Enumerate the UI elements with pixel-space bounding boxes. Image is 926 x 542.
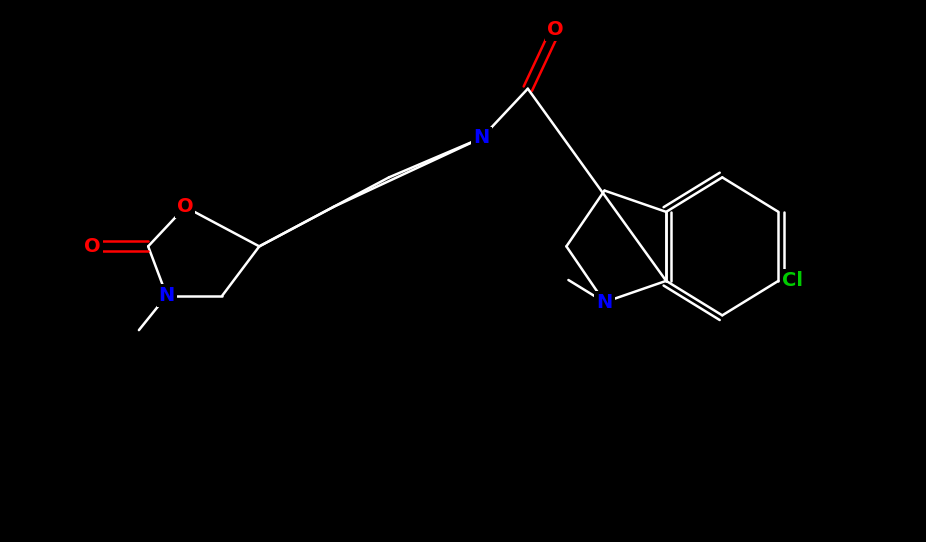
Text: N: N <box>596 293 613 312</box>
Text: N: N <box>473 128 490 147</box>
Text: O: O <box>177 197 194 216</box>
Text: N: N <box>158 286 175 305</box>
Text: Cl: Cl <box>782 272 803 291</box>
Text: N: N <box>473 128 490 147</box>
Text: O: O <box>547 20 564 39</box>
Text: O: O <box>84 237 101 256</box>
